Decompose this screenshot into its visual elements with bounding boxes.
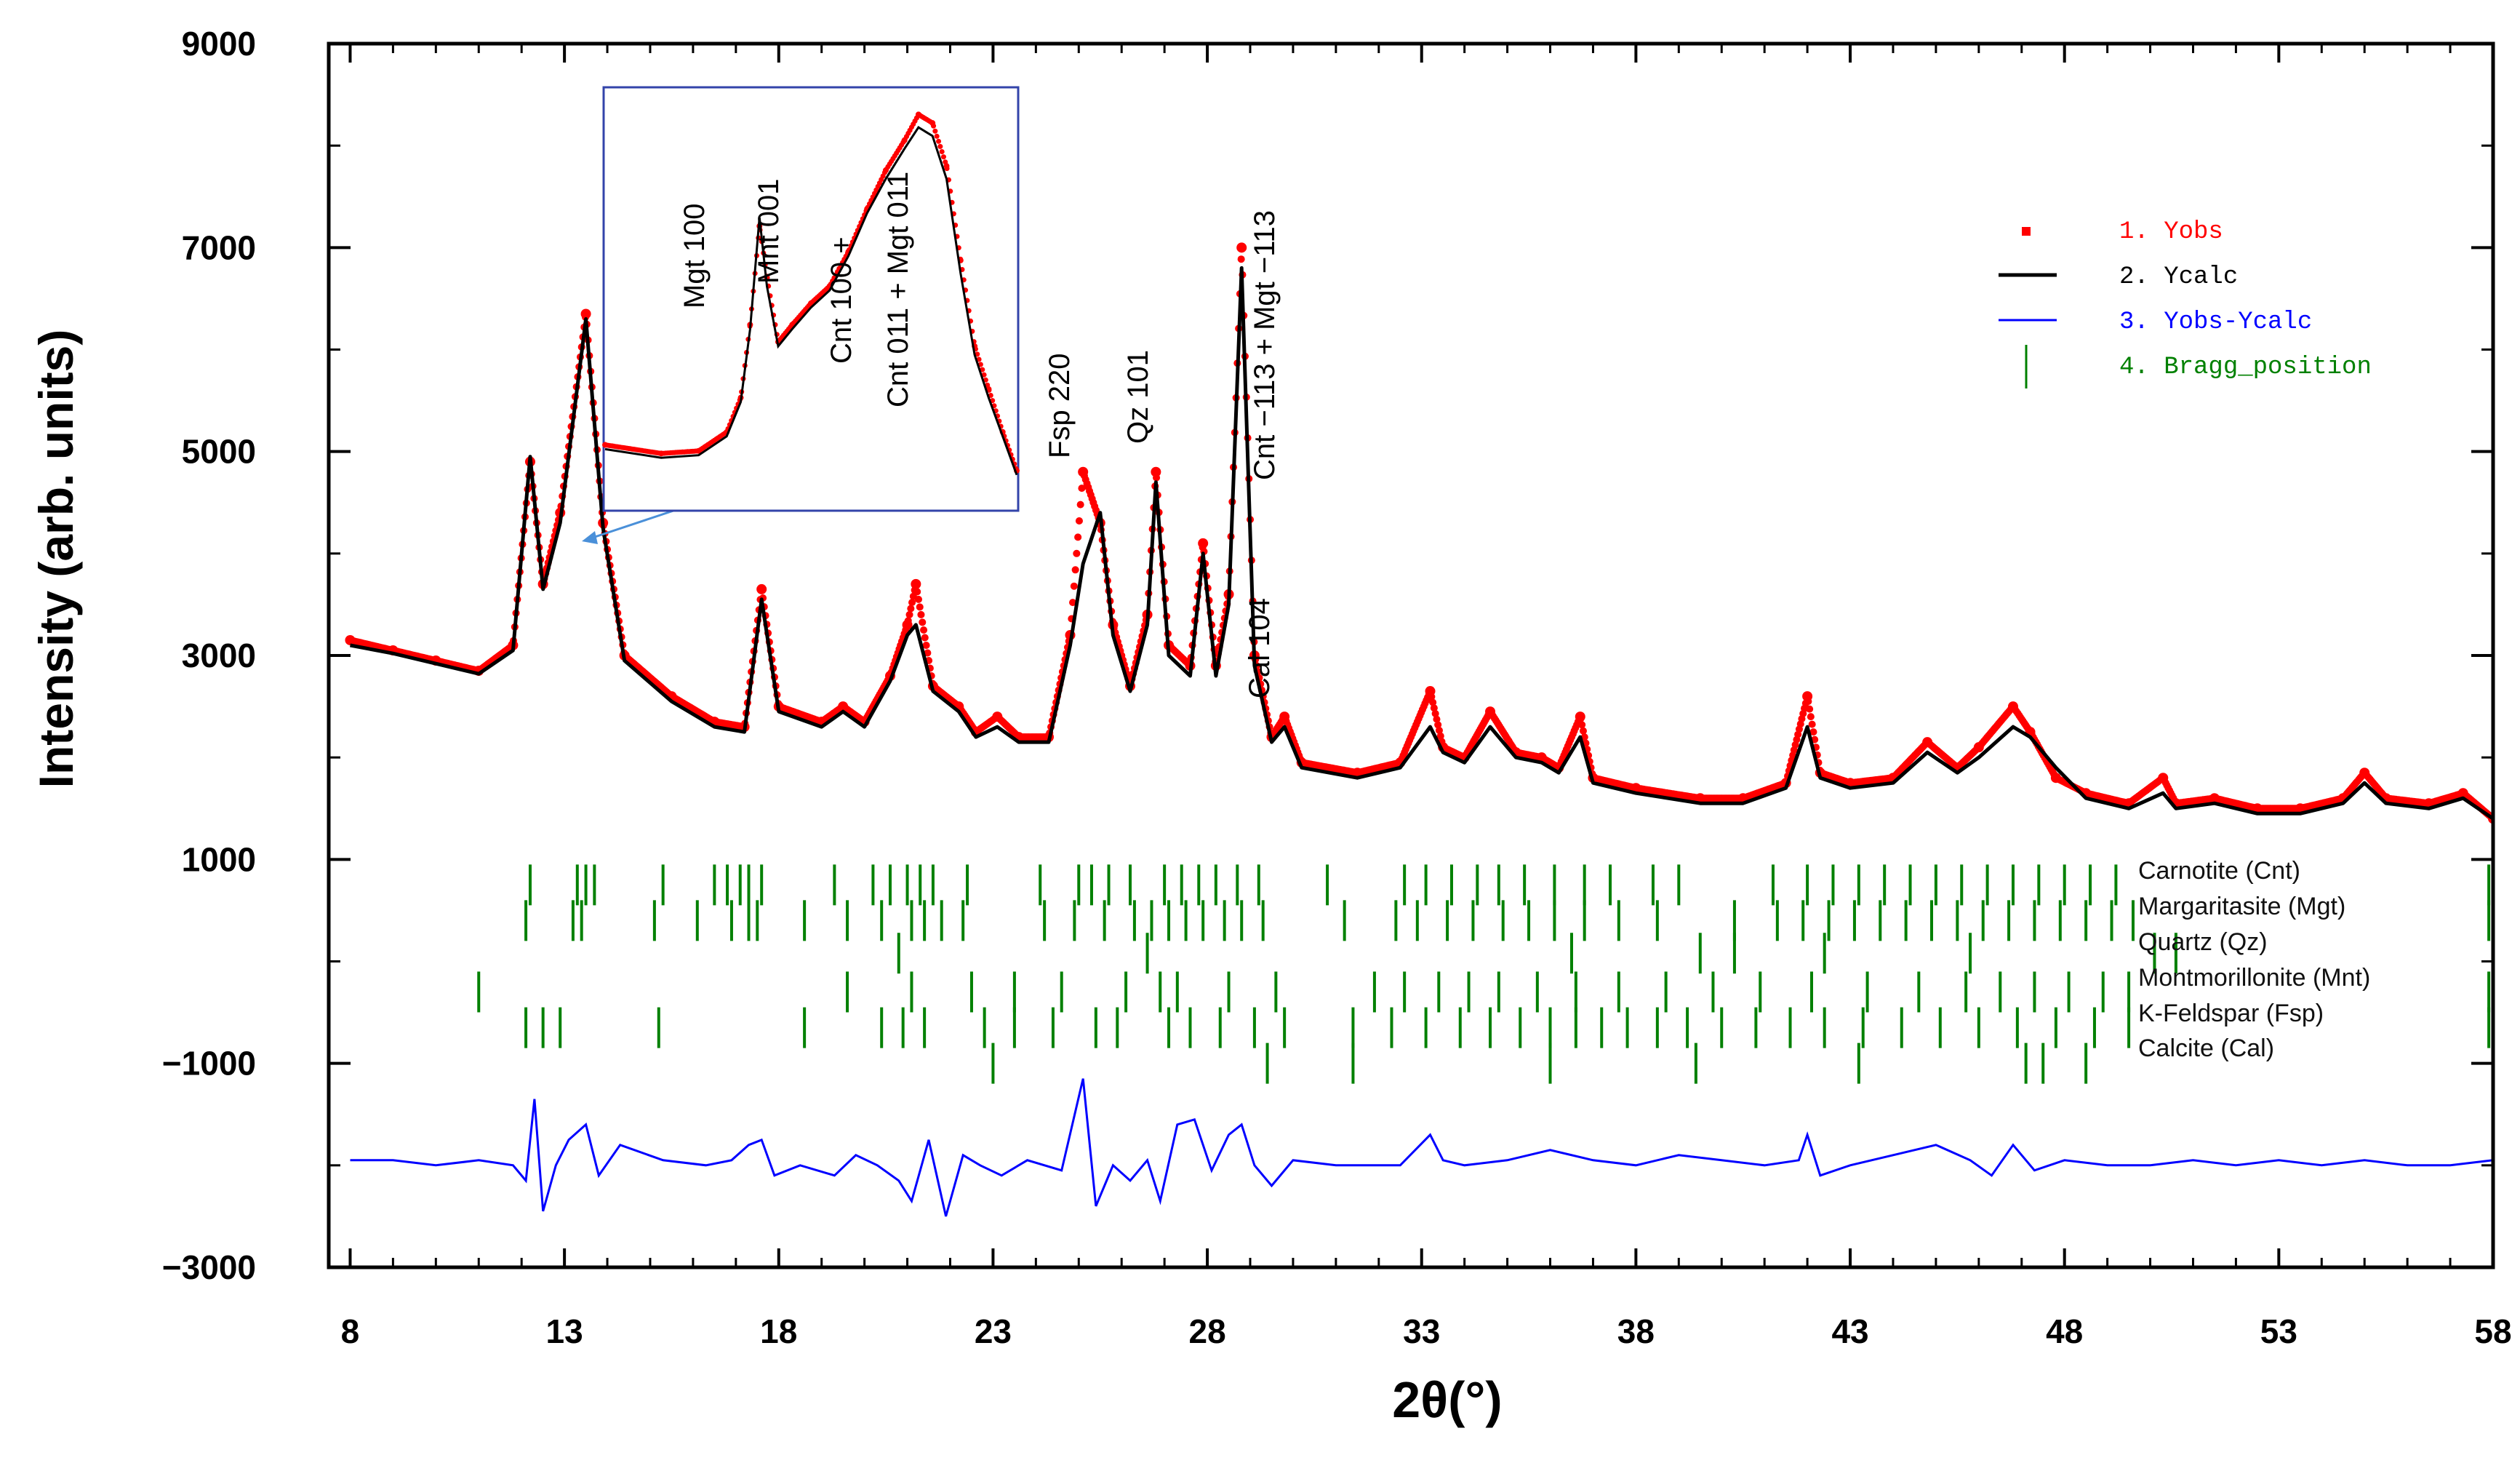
phase-label: Montmorillonite (Mnt) — [2138, 964, 2370, 992]
y-tick-label: 5000 — [182, 433, 256, 471]
inset-yobs-point — [808, 300, 814, 306]
x-tick-label: 33 — [1403, 1312, 1440, 1350]
bragg-row — [897, 933, 2177, 974]
legend-marker-dot — [2022, 227, 2031, 236]
inset-yobs-point — [695, 447, 702, 454]
x-tick-label: 43 — [1831, 1312, 1868, 1350]
x-tick-label: 28 — [1188, 1312, 1225, 1350]
inset-peak-label: Mgt 100 — [679, 203, 711, 308]
inset-peak-label: Cnt 011 + Mgt 011 — [882, 172, 914, 407]
x-tick-label: 53 — [2260, 1312, 2297, 1350]
bragg-row — [528, 864, 2491, 906]
phase-label: Carnotite (Cnt) — [2138, 857, 2300, 885]
inset-yobs-point — [901, 137, 908, 143]
inset-yobs-point — [943, 163, 950, 170]
bragg-row — [477, 971, 2491, 1013]
y-tick-label: 1000 — [182, 840, 256, 878]
phase-label: K-Feldspar (Fsp) — [2138, 1000, 2324, 1027]
inset-yobs-point — [915, 111, 921, 118]
inset-panel: Mgt 100 Mnt 001 Cnt 100 + Cnt 011 + Mgt 011 — [582, 86, 1020, 544]
legend-entry: 4. Bragg_position — [2025, 345, 2372, 388]
inset-yobs-point — [658, 450, 665, 457]
legend-label: 1. Yobs — [2119, 218, 2223, 246]
x-tick-label: 38 — [1617, 1312, 1655, 1350]
y-tick-label: 7000 — [182, 228, 256, 266]
legend-label: 4. Bragg_position — [2119, 354, 2372, 381]
x-tick-label: 8 — [341, 1312, 360, 1350]
series-yobs-ycalc — [350, 1078, 2493, 1217]
inset-peak-label: Cnt 100 + — [825, 236, 857, 364]
inset-frame — [602, 86, 1020, 512]
y-tick-label: 3000 — [182, 637, 256, 674]
y-axis-title: Intensity (arb. units) — [29, 330, 83, 789]
x-tick-label: 58 — [2474, 1312, 2511, 1350]
x-tick-label: 13 — [546, 1312, 583, 1350]
inset-yobs-point — [882, 167, 889, 174]
bragg-row — [524, 900, 2491, 941]
legend-entry: 3. Yobs-Ycalc — [1999, 308, 2312, 336]
phase-label: Quartz (Qz) — [2138, 928, 2268, 956]
inset-peak-label: Mnt 001 — [753, 178, 785, 284]
peak-annotation: Cal 104 — [1244, 598, 1276, 698]
inset-ycalc — [604, 126, 1018, 476]
y-tick-label: −3000 — [162, 1248, 256, 1286]
yobs-point — [1151, 466, 1161, 477]
legend-label: 3. Yobs-Ycalc — [2119, 308, 2312, 336]
inset-pointer-arrowhead — [582, 531, 598, 544]
bragg-row — [991, 1043, 2088, 1084]
legend-label: 2. Ycalc — [2119, 263, 2238, 291]
x-tick-label: 18 — [760, 1312, 797, 1350]
yobs-point — [1236, 242, 1247, 253]
peak-annotation: Cnt −113 + Mgt −113 — [1249, 210, 1281, 480]
x-tick-label: 23 — [975, 1312, 1012, 1350]
inset-pointer — [585, 509, 674, 541]
phase-label: Margaritasite (Mgt) — [2138, 893, 2345, 920]
y-tick-label: −1000 — [162, 1045, 256, 1083]
legend-entry: 2. Ycalc — [1999, 263, 2238, 291]
bragg-row — [524, 1007, 2491, 1048]
y-tick-label: 9000 — [182, 25, 256, 63]
x-tick-label: 48 — [2046, 1312, 2083, 1350]
inset-yobs-point — [929, 120, 936, 127]
phase-label: Calcite (Cal) — [2138, 1035, 2274, 1062]
x-axis-title: 2θ(°) — [1392, 1371, 1502, 1428]
series-ycalc — [350, 266, 2493, 821]
peak-annotation: Fsp 220 — [1044, 353, 1076, 458]
inset-yobs-point — [602, 442, 608, 448]
peak-annotation: Qz 101 — [1122, 350, 1154, 444]
legend-entry: 1. Yobs — [2022, 218, 2223, 246]
